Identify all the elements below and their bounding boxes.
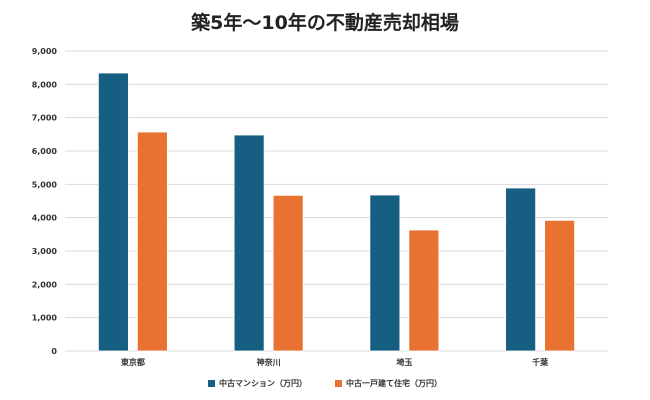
y-tick-label: 0 xyxy=(51,347,57,356)
legend-swatch xyxy=(335,380,342,387)
y-tick-label: 6,000 xyxy=(32,147,58,156)
legend: 中古マンション（万円） 中古一戸建て住宅（万円） xyxy=(0,378,650,389)
category-label: 埼玉 xyxy=(396,357,412,367)
bar-house-1 xyxy=(272,194,304,352)
category-label: 神奈川 xyxy=(257,357,281,367)
category-label: 千葉 xyxy=(532,357,549,367)
y-tick-label: 7,000 xyxy=(32,114,58,123)
legend-swatch xyxy=(208,380,215,387)
bar-house-2 xyxy=(408,229,440,352)
legend-label: 中古一戸建て住宅（万円） xyxy=(346,379,442,388)
category-label: 東京都 xyxy=(121,357,145,367)
y-tick-label: 9,000 xyxy=(32,47,58,56)
bar-mansion-1 xyxy=(233,134,265,352)
bar-mansion-2 xyxy=(369,194,401,352)
chart-title: 築5年〜10年の不動産売却相場 xyxy=(191,12,459,34)
legend-item: 中古一戸建て住宅（万円） xyxy=(335,378,442,389)
y-tick-label: 3,000 xyxy=(32,247,58,256)
y-tick-label: 4,000 xyxy=(32,214,58,223)
bar-house-3 xyxy=(544,219,576,352)
bar-mansion-3 xyxy=(505,187,537,352)
legend-label: 中古マンション（万円） xyxy=(219,379,307,388)
legend-item: 中古マンション（万円） xyxy=(208,378,307,389)
y-tick-label: 8,000 xyxy=(32,80,58,89)
y-tick-label: 1,000 xyxy=(32,314,58,323)
bar-mansion-0 xyxy=(97,72,129,352)
bar-house-0 xyxy=(136,131,168,352)
y-tick-label: 5,000 xyxy=(32,180,58,189)
y-tick-label: 2,000 xyxy=(32,280,58,289)
